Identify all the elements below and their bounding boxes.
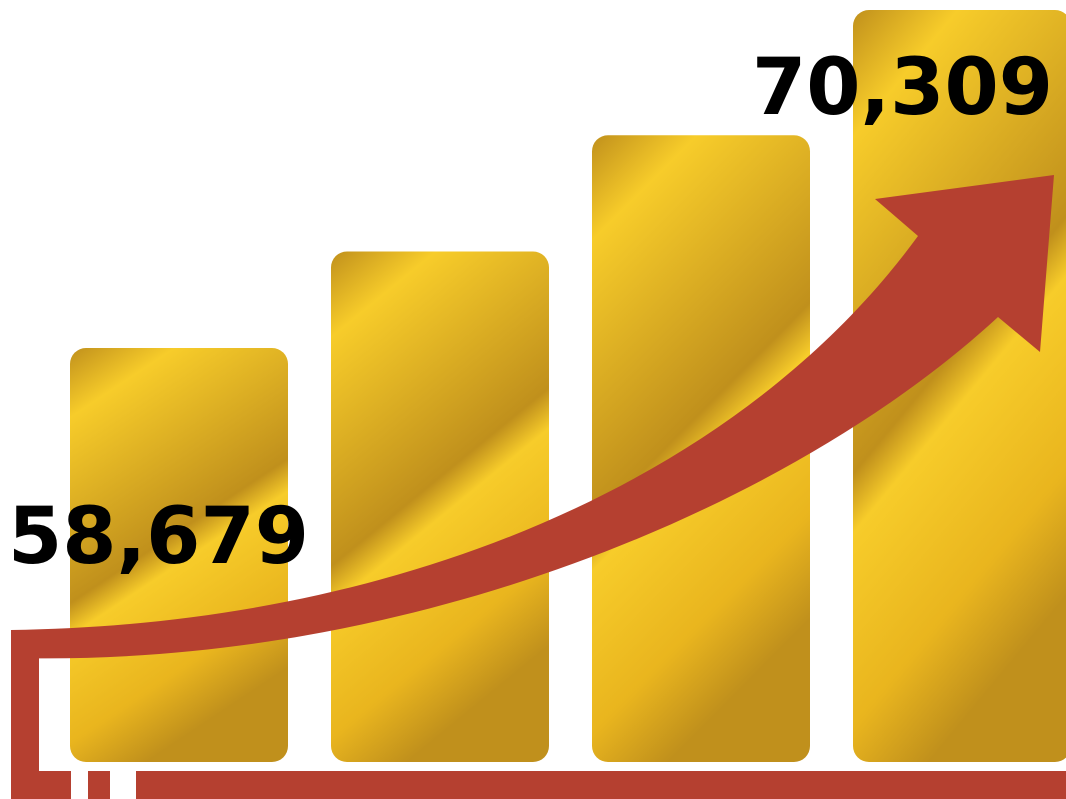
data-label-bar-4: 70,309 — [752, 43, 1053, 133]
trend-arrow — [11, 175, 1054, 659]
axis-baseline-segment — [88, 771, 110, 799]
axis-baseline-left — [11, 771, 71, 799]
axis-bracket — [11, 640, 1066, 799]
labels-layer: 58,679 70,309 — [8, 43, 1053, 582]
bar-2 — [331, 251, 549, 762]
data-label-bar-1: 58,679 — [8, 492, 309, 582]
bar-1 — [70, 348, 288, 762]
axis-baseline-right — [136, 771, 1066, 799]
